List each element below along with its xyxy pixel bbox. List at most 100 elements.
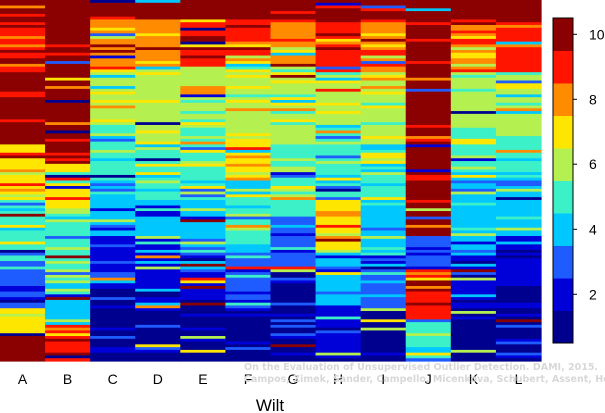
heatmap-cell: [405, 5, 452, 9]
heatmap-cell: [225, 308, 272, 312]
heatmap-cell: [270, 47, 317, 51]
heatmap-cell: [405, 119, 452, 123]
heatmap-cell: [495, 333, 542, 337]
heatmap-cell: [225, 72, 272, 76]
heatmap-cell: [450, 124, 497, 129]
heatmap-cell: [315, 197, 362, 201]
heatmap-cell: [270, 113, 317, 118]
heatmap-cell: [225, 274, 272, 279]
heatmap-cell: [135, 177, 181, 182]
heatmap-cell: [45, 133, 91, 137]
heatmap-cell: [0, 77, 46, 82]
heatmap-cell: [0, 111, 46, 115]
heatmap-cell: [450, 149, 497, 154]
heatmap-cell: [405, 197, 452, 201]
heatmap-cell: [45, 252, 91, 257]
heatmap-cell: [495, 141, 542, 145]
heatmap-cell: [360, 194, 407, 198]
heatmap-cell: [360, 205, 407, 209]
heatmap-cell: [495, 286, 542, 290]
heatmap-cell: [135, 255, 181, 259]
heatmap-cell: [495, 186, 542, 190]
heatmap-cell: [0, 283, 46, 287]
heatmap-cell: [315, 186, 362, 190]
heatmap-cell: [495, 258, 542, 262]
heatmap-cell: [360, 158, 407, 162]
heatmap-cell: [495, 108, 542, 112]
heatmap-cell: [495, 241, 542, 245]
heatmap-cell: [450, 80, 497, 84]
heatmap-cell: [225, 244, 272, 248]
heatmap-cell: [405, 319, 452, 323]
heatmap-cell: [315, 330, 362, 334]
heatmap-cell: [495, 183, 542, 187]
heatmap-cell: [45, 358, 91, 362]
heatmap-cell: [45, 322, 91, 326]
heatmap-cell: [180, 222, 227, 226]
heatmap-cell: [90, 208, 136, 212]
heatmap-cell: [270, 186, 317, 190]
heatmap-cell: [0, 352, 46, 357]
heatmap-cell: [315, 58, 362, 62]
heatmap-cell: [270, 44, 317, 48]
heatmap-cell: [225, 155, 272, 159]
heatmap-cell: [90, 199, 136, 204]
heatmap-cell: [135, 199, 181, 204]
heatmap-cell: [45, 86, 91, 90]
heatmap-cell: [90, 58, 136, 62]
heatmap-cell: [225, 119, 272, 123]
heatmap-cell: [450, 163, 497, 168]
heatmap-cell: [180, 0, 227, 4]
heatmap-cell: [315, 8, 362, 12]
heatmap-cell: [0, 197, 46, 201]
heatmap-cell: [180, 258, 227, 262]
citation-watermark-line1: On the Evaluation of Unsupervised Outlie…: [244, 362, 598, 373]
heatmap-cell: [225, 152, 272, 157]
heatmap-cell: [450, 16, 497, 21]
heatmap-cell: [270, 172, 317, 176]
heatmap-cell: [90, 41, 136, 46]
heatmap-cell: [270, 227, 317, 232]
heatmap-cell: [0, 183, 46, 187]
heatmap-cell: [405, 208, 452, 212]
heatmap-cell: [90, 2, 136, 7]
heatmap-cell: [225, 177, 272, 182]
heatmap-cell: [315, 283, 362, 287]
heatmap-cell: [135, 227, 181, 232]
heatmap-cell: [225, 91, 272, 96]
heatmap-cell: [45, 216, 91, 220]
heatmap-cell: [270, 244, 317, 248]
heatmap-cell: [360, 166, 407, 170]
heatmap-cell: [0, 133, 46, 137]
heatmap-cell: [495, 127, 542, 132]
heatmap-cell: [90, 127, 136, 132]
heatmap-cell: [90, 322, 136, 326]
heatmap-cell: [495, 305, 542, 309]
heatmap-cell: [405, 16, 452, 21]
heatmap-cell: [360, 244, 407, 248]
heatmap-cell: [225, 69, 272, 73]
heatmap-cell: [360, 255, 407, 259]
heatmap-cell: [225, 208, 272, 212]
heatmap-cell: [90, 230, 136, 234]
heatmap-cell: [135, 38, 181, 43]
heatmap-cell: [360, 305, 407, 309]
heatmap-cell: [135, 105, 181, 109]
heatmap-cell: [405, 205, 452, 209]
heatmap-cell: [135, 319, 181, 323]
heatmap-cell: [495, 249, 542, 254]
heatmap-cell: [315, 136, 362, 140]
heatmap-cell: [180, 124, 227, 129]
heatmap-cell: [45, 77, 91, 82]
heatmap-cell: [315, 72, 362, 76]
x-tick-label: G: [288, 371, 299, 387]
heatmap-cell: [405, 211, 452, 215]
heatmap-cell: [225, 266, 272, 270]
heatmap-cell: [180, 11, 227, 15]
heatmap-cell: [225, 288, 272, 293]
heatmap-cell: [180, 288, 227, 293]
heatmap-cell: [315, 308, 362, 312]
heatmap-cell: [495, 274, 542, 279]
heatmap-cell: [315, 11, 362, 15]
heatmap-cell: [135, 205, 181, 209]
